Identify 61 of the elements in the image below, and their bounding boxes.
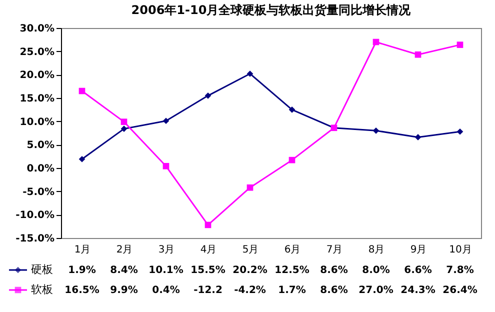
- y-tick-label: 5.0%: [26, 140, 54, 152]
- chart-title: 2006年1-10月全球硬板与软板出货量同比增长情况: [131, 3, 412, 17]
- y-tick-label: -15.0%: [16, 234, 54, 244]
- x-tick-label: 2月: [116, 244, 133, 256]
- data-label: -12.2: [194, 285, 222, 296]
- data-label: 8.0%: [362, 265, 390, 276]
- x-tick-label: 9月: [410, 244, 427, 256]
- x-tick-label: 5月: [242, 244, 259, 256]
- point: [288, 156, 296, 164]
- legend-label: 硬板: [31, 263, 53, 276]
- data-label: 12.5%: [274, 265, 310, 276]
- point: [204, 92, 212, 99]
- point: [78, 156, 86, 162]
- data-label: 9.9%: [110, 285, 138, 296]
- y-tick-label: 0.0%: [26, 164, 54, 174]
- point: [162, 118, 170, 124]
- data-label: 15.5%: [190, 265, 226, 276]
- data-label: 6.6%: [404, 265, 432, 276]
- data-label: 8.6%: [320, 285, 348, 296]
- data-label: 20.2%: [232, 265, 268, 276]
- point: [162, 162, 170, 170]
- x-tick-label: 6月: [284, 244, 301, 256]
- data-label: 26.4%: [442, 285, 478, 296]
- point: [456, 128, 464, 135]
- y-tick-label: 30.0%: [20, 24, 54, 34]
- y-tick-label: -5.0%: [22, 186, 54, 198]
- data-label: 8.4%: [110, 265, 138, 276]
- data-label: 1.9%: [68, 265, 96, 276]
- data-label: 27.0%: [358, 285, 394, 296]
- data-label: -4.2%: [234, 285, 266, 296]
- data-label: 16.5%: [64, 285, 100, 296]
- x-tick-label: 1月: [74, 244, 91, 256]
- point: [414, 51, 422, 58]
- data-label: 1.7%: [278, 285, 306, 296]
- point: [246, 70, 254, 77]
- x-tick-label: 8月: [368, 244, 385, 256]
- x-tick-label: 10月: [449, 244, 472, 256]
- x-tick-label: 7月: [326, 244, 343, 256]
- x-tick-label: 4月: [200, 244, 217, 256]
- point: [372, 38, 380, 46]
- data-label: 8.6%: [320, 265, 348, 276]
- y-tick-label: -10.0%: [16, 210, 54, 222]
- x-tick-label: 3月: [158, 244, 175, 256]
- data-label: 7.8%: [446, 265, 474, 276]
- point: [372, 128, 380, 134]
- point: [414, 134, 422, 140]
- point: [288, 106, 296, 113]
- y-tick-label: 10.0%: [20, 116, 54, 128]
- point: [204, 222, 212, 228]
- data-label: 24.3%: [400, 285, 436, 296]
- point: [246, 184, 254, 191]
- data-label: 0.4%: [152, 285, 180, 296]
- y-tick-label: 15.0%: [20, 94, 54, 104]
- point: [120, 126, 128, 132]
- data-label: 10.1%: [148, 265, 184, 276]
- point: [456, 42, 464, 48]
- y-tick-label: 20.0%: [20, 70, 54, 82]
- legend-label: 软板: [31, 283, 53, 296]
- y-tick-label: 25.0%: [20, 46, 54, 58]
- point: [120, 118, 128, 125]
- point: [78, 88, 86, 94]
